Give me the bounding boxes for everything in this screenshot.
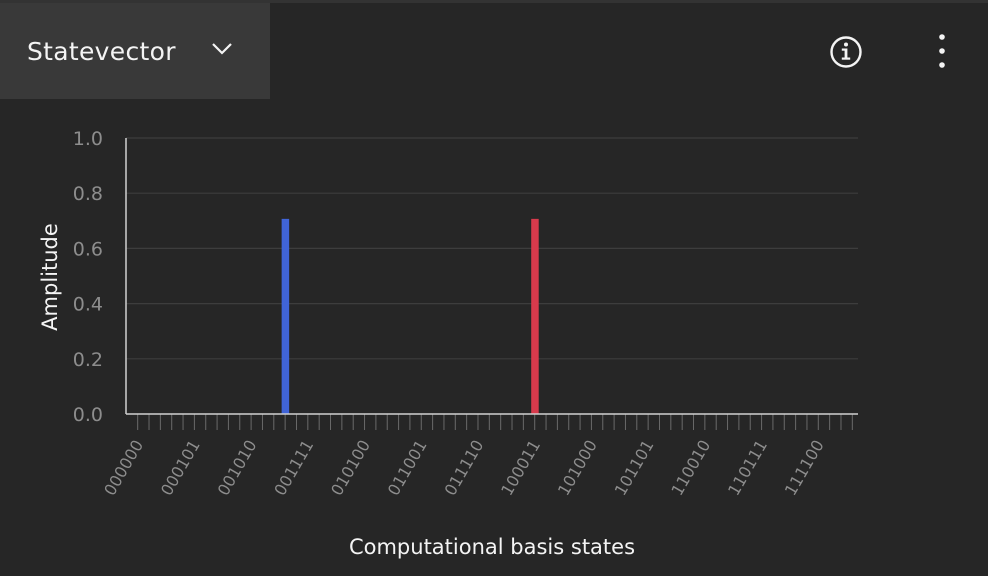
overflow-menu-vertical-icon[interactable]: [926, 32, 958, 72]
x-axis-tick-labels: 000000 000101 001010 001111 010100 011001 0111…: [100, 437, 828, 499]
view-selector-label: Statevector: [27, 36, 176, 66]
x-tick-label: 001010: [214, 437, 261, 499]
y-tick-label: 1.0: [73, 128, 103, 150]
y-tick-label: 0.4: [73, 294, 103, 316]
x-tick-label: 000000: [100, 437, 147, 499]
x-tick-label: 110010: [667, 437, 714, 499]
grid-lines: [126, 137, 858, 360]
y-axis-ticks: 0.0 0.2 0.4 0.6 0.8 1.0: [73, 128, 103, 426]
x-axis-title: Computational basis states: [349, 535, 635, 559]
x-tick-label: 111100: [781, 437, 828, 499]
x-tick-label: 010100: [327, 437, 374, 499]
bars: [281, 218, 539, 414]
x-tick-label: 100011: [497, 437, 544, 499]
view-selector-dropdown[interactable]: Statevector: [0, 3, 270, 99]
y-tick-label: 0.6: [73, 238, 103, 260]
top-border: [0, 0, 988, 3]
x-tick-label: 011110: [440, 437, 487, 499]
bar-100011: [531, 218, 539, 414]
x-tick-label: 101000: [554, 437, 601, 499]
bar-001101: [281, 218, 290, 414]
y-tick-label: 0.0: [73, 404, 103, 426]
y-axis-title: Amplitude: [38, 223, 62, 331]
x-tick-label: 011001: [384, 437, 431, 499]
x-tick-label: 001111: [270, 437, 317, 499]
y-tick-label: 0.2: [73, 349, 103, 371]
y-tick-label: 0.8: [73, 183, 103, 205]
chevron-down-icon: [212, 43, 232, 55]
info-circle-icon[interactable]: [826, 32, 866, 72]
x-axis-minor-ticks: [137, 414, 853, 430]
x-tick-label: 000101: [157, 437, 204, 499]
x-tick-label: 101101: [611, 437, 658, 499]
x-tick-label: 110111: [724, 437, 771, 499]
